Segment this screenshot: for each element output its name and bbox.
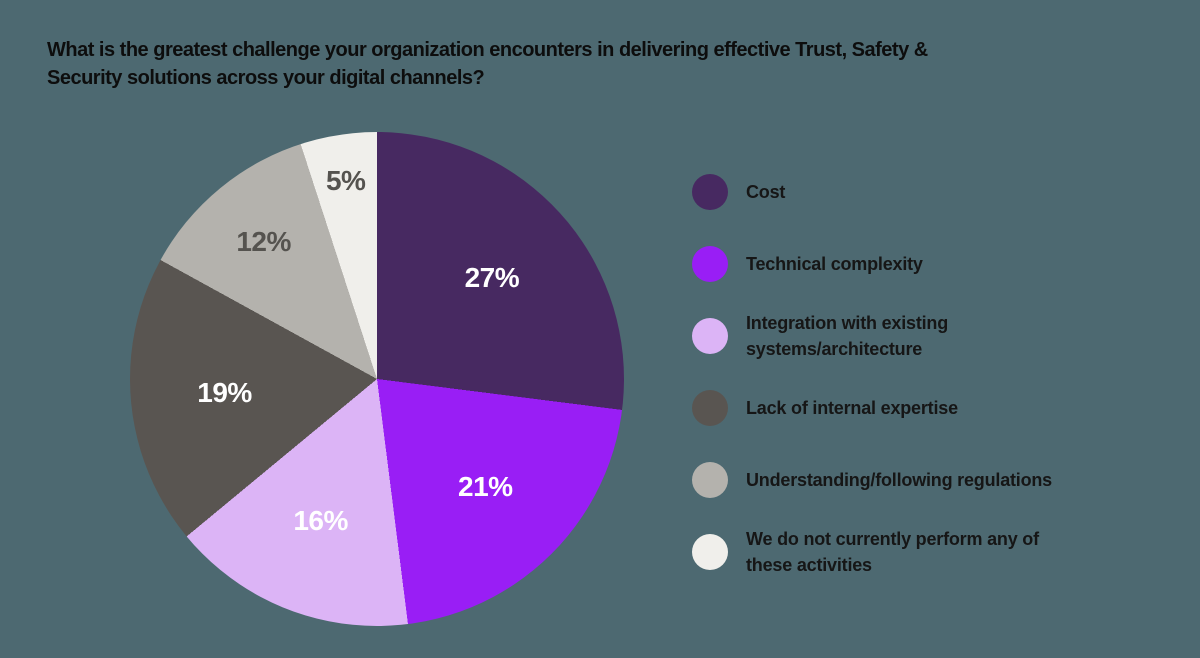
legend-item-label: Technical complexity	[746, 254, 923, 274]
legend-swatch-icon	[692, 390, 728, 426]
legend-swatch-icon	[692, 462, 728, 498]
legend-item-label: Cost	[746, 182, 786, 202]
slice-value-label: 27%	[464, 261, 520, 293]
slice-value-label: 21%	[458, 471, 513, 503]
legend-swatch-icon	[692, 534, 728, 570]
legend-item-label: Integration with existing systems/archit…	[746, 313, 949, 359]
pie-chart: 27% 21% 16% 19% 12% 5%	[130, 132, 624, 626]
legend-item-label: Understanding/following regulations	[746, 470, 1052, 490]
slice-value-label: 12%	[236, 225, 291, 257]
legend-item-no-activities: We do not currently perform any of these…	[692, 516, 1052, 588]
legend-item-regulations: Understanding/following regulations	[692, 444, 1052, 516]
legend-swatch-icon	[692, 174, 728, 210]
legend-item-technical-complexity: Technical complexity	[692, 228, 1052, 300]
legend-swatch-icon	[692, 246, 728, 282]
slice-value-label: 16%	[293, 505, 348, 537]
legend-swatch-icon	[692, 318, 728, 354]
legend-item-label: We do not currently perform any of these…	[746, 529, 1039, 575]
legend-item-integration: Integration with existing systems/archit…	[692, 300, 1052, 372]
legend: Cost Technical complexity Integration wi…	[692, 156, 1052, 588]
legend-item-cost: Cost	[692, 156, 1052, 228]
legend-item-lack-of-expertise: Lack of internal expertise	[692, 372, 1052, 444]
pie-circle	[130, 132, 624, 626]
slice-value-label: 5%	[325, 165, 366, 197]
legend-item-label: Lack of internal expertise	[746, 398, 958, 418]
chart-title: What is the greatest challenge your orga…	[47, 39, 928, 89]
slice-value-label: 19%	[197, 377, 252, 409]
